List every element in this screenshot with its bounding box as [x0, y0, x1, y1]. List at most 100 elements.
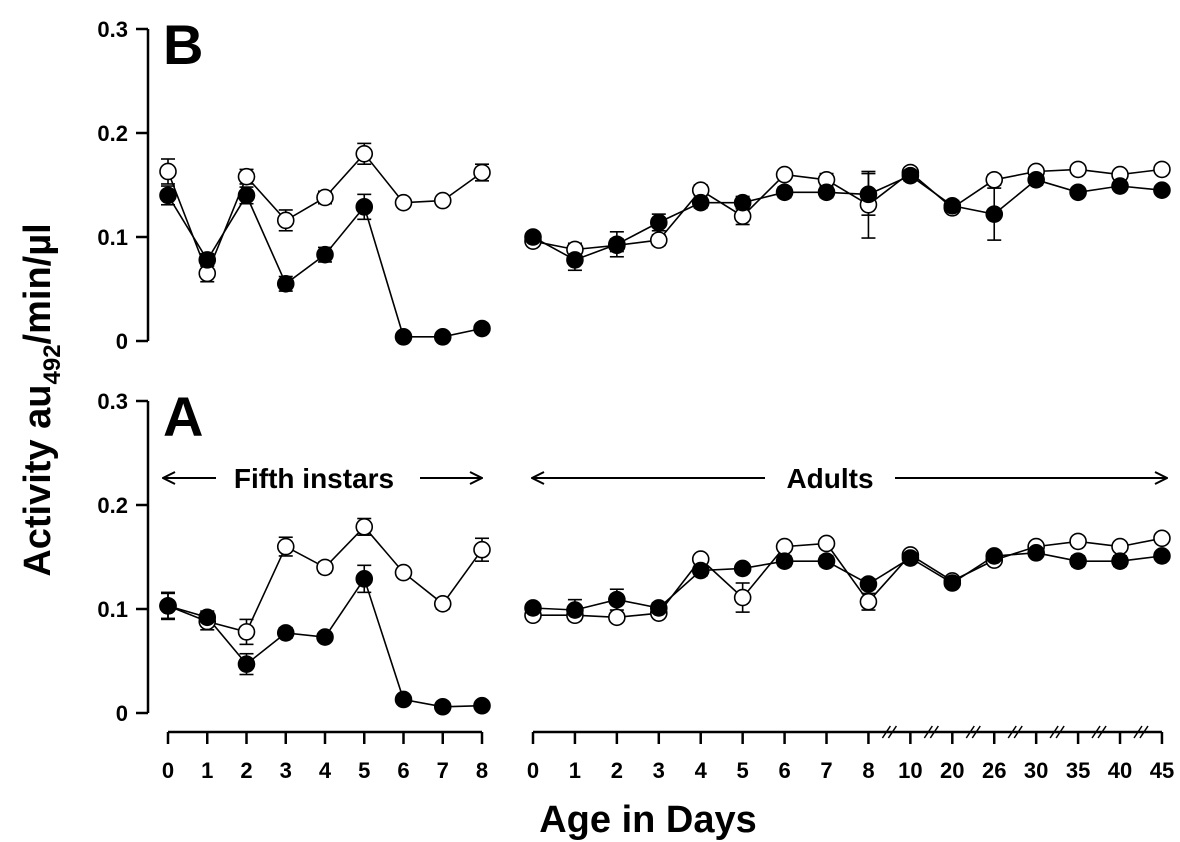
data-point-b-1-filled-circle-9 — [901, 166, 920, 185]
data-point-b-0-open-circle-2 — [237, 167, 256, 186]
data-point-a-1-filled-circle-3 — [649, 599, 668, 617]
y-axis-title-subscript: 492 — [39, 344, 66, 384]
axis-break-13-b — [1097, 725, 1107, 739]
data-point-b-1-filled-circle-10 — [943, 197, 962, 215]
y-axis-title-tail: /min/µl — [17, 223, 59, 344]
x-axis-title: Age in Days — [539, 799, 757, 841]
axis-break-12-b — [1055, 725, 1065, 739]
x-tick-label-1-4: 4 — [695, 758, 708, 783]
data-point-a-1-filled-circle-12 — [1027, 544, 1045, 562]
data-point-a-1-filled-circle-0 — [524, 599, 542, 617]
data-point-a-0-open-circle-7 — [433, 594, 452, 613]
data-point-b-1-filled-circle-3 — [649, 213, 668, 232]
data-point-b-1-filled-circle-14 — [1111, 177, 1129, 195]
x-tick-label-1-3: 3 — [653, 758, 665, 783]
data-point-a-0-filled-circle-5 — [355, 570, 374, 588]
data-point-a-1-filled-circle-1 — [566, 601, 584, 619]
axis-break-14-a — [1133, 725, 1143, 739]
data-point-b-0-open-circle-8 — [473, 163, 491, 182]
data-point-b-1-open-circle-3 — [649, 231, 668, 249]
data-point-a-1-open-circle-7 — [817, 534, 836, 553]
y-tick-label-a-3: 0.3 — [97, 389, 128, 414]
data-point-b-1-filled-circle-8 — [859, 185, 878, 204]
y-axis-title-main: Activity au — [17, 385, 59, 577]
data-point-b-0-filled-circle-1 — [198, 251, 217, 269]
data-point-a-1-filled-circle-9 — [901, 549, 920, 567]
data-point-a-1-filled-circle-7 — [817, 552, 836, 570]
data-point-b-1-filled-circle-12 — [1027, 171, 1045, 189]
data-point-b-1-filled-circle-6 — [775, 183, 794, 202]
y-tick-label-b-1: 0.1 — [97, 225, 128, 250]
data-point-a-1-filled-circle-2 — [608, 590, 626, 609]
data-point-b-0-filled-circle-3 — [276, 274, 295, 293]
data-point-b-1-filled-circle-2 — [608, 235, 626, 254]
data-point-a-1-filled-circle-4 — [691, 561, 710, 580]
y-tick-label-b-3: 0.3 — [97, 17, 128, 42]
data-point-b-1-open-circle-15 — [1153, 160, 1171, 179]
data-point-a-0-open-circle-4 — [316, 558, 334, 577]
data-point-a-1-filled-circle-6 — [775, 552, 794, 570]
y-tick-label-b-0: 0 — [116, 329, 128, 354]
axis-break-14-b — [1139, 725, 1149, 739]
panel-label-b: B — [163, 13, 203, 76]
x-tick-label-0-5: 5 — [358, 758, 370, 783]
x-tick-label-0-7: 7 — [437, 758, 449, 783]
data-point-a-0-open-circle-2 — [237, 623, 256, 641]
x-tick-label-1-15: 45 — [1150, 758, 1174, 783]
series-line-a-1-open-circle — [533, 537, 1163, 619]
data-point-a-0-filled-circle-6 — [394, 690, 413, 709]
data-point-a-1-open-circle-14 — [1111, 537, 1129, 556]
series-line-a-1-filled-circle — [532, 551, 1163, 611]
y-axis-title: Activity au492/min/µl — [17, 223, 66, 576]
data-point-b-0-filled-circle-8 — [473, 319, 491, 338]
data-point-b-0-filled-circle-2 — [237, 186, 256, 205]
data-point-a-0-open-circle-5 — [355, 518, 374, 536]
data-point-b-0-filled-circle-5 — [355, 198, 374, 216]
data-point-a-1-filled-circle-10 — [943, 574, 962, 592]
y-tick-label-a-1: 0.1 — [97, 597, 128, 622]
data-point-b-0-open-circle-0 — [159, 162, 177, 181]
data-point-a-1-filled-circle-5 — [733, 559, 752, 578]
data-point-b-0-open-circle-4 — [316, 188, 334, 207]
data-point-a-1-open-circle-6 — [775, 537, 794, 556]
x-tick-label-1-9: 10 — [898, 758, 922, 783]
x-tick-label-1-12: 30 — [1024, 758, 1048, 783]
data-point-b-1-filled-circle-1 — [566, 251, 584, 269]
data-point-b-1-filled-circle-5 — [733, 193, 752, 212]
data-point-b-1-filled-circle-7 — [817, 183, 836, 202]
panel-label-a: A — [163, 385, 203, 448]
series-line-b-1-filled-circle — [532, 174, 1163, 261]
data-point-a-0-filled-circle-7 — [433, 697, 452, 716]
data-point-a-1-filled-circle-8 — [859, 575, 878, 593]
data-point-a-0-open-circle-6 — [394, 563, 413, 582]
data-point-b-0-filled-circle-0 — [159, 186, 177, 205]
data-point-a-1-filled-circle-14 — [1111, 552, 1129, 570]
data-point-b-1-filled-circle-13 — [1069, 183, 1087, 202]
adults-annotation: Adults — [786, 463, 873, 494]
data-point-b-0-filled-circle-4 — [316, 245, 334, 264]
axis-break-10-b — [971, 725, 981, 739]
data-point-b-1-open-circle-11 — [985, 171, 1004, 189]
axis-break-13-a — [1091, 725, 1101, 739]
x-tick-label-1-10: 20 — [940, 758, 964, 783]
data-point-a-1-open-circle-2 — [608, 608, 626, 627]
x-tick-label-0-8: 8 — [476, 758, 488, 783]
axis-break-9-b — [929, 725, 939, 739]
axis-break-12-a — [1049, 725, 1059, 739]
data-point-b-1-open-circle-6 — [775, 165, 794, 184]
data-point-a-0-filled-circle-0 — [159, 597, 177, 615]
data-point-b-1-filled-circle-15 — [1153, 181, 1171, 199]
x-tick-label-0-0: 0 — [162, 758, 174, 783]
data-point-a-0-open-circle-8 — [473, 540, 491, 559]
x-tick-label-1-2: 2 — [611, 758, 623, 783]
fifth-instars-annotation: Fifth instars — [234, 463, 394, 494]
data-point-b-0-filled-circle-7 — [433, 328, 452, 346]
axis-break-9-a — [923, 725, 933, 739]
axis-break-8-b — [887, 725, 898, 739]
axis-break-11-a — [1007, 725, 1017, 739]
y-tick-label-a-2: 0.2 — [97, 493, 128, 518]
x-tick-label-0-3: 3 — [280, 758, 292, 783]
x-tick-label-1-0: 0 — [527, 758, 539, 783]
data-point-b-1-open-circle-13 — [1069, 160, 1087, 179]
x-tick-label-1-13: 35 — [1066, 758, 1090, 783]
